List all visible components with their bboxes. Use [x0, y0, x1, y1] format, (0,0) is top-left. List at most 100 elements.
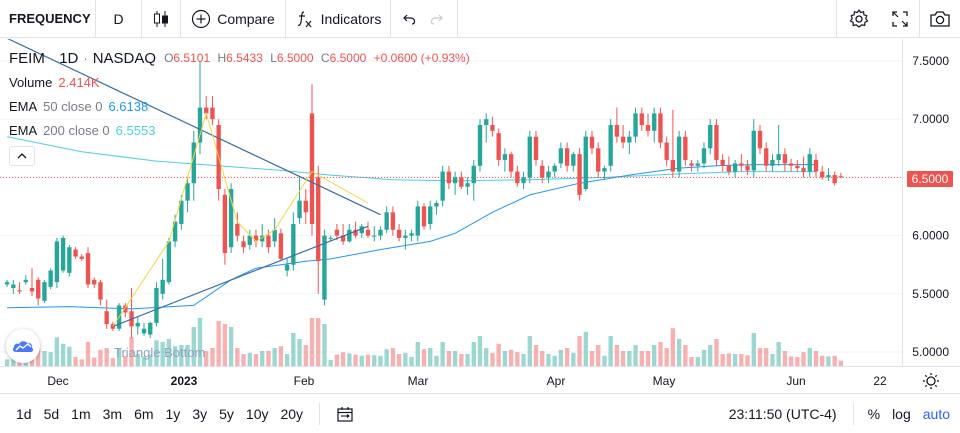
candle-body [359, 226, 364, 234]
volume-bar [440, 342, 445, 366]
ema50-legend-row[interactable]: EMA 50 close 0 6.6138 [9, 94, 474, 118]
tradingview-logo[interactable] [6, 329, 40, 363]
volume-bar [658, 342, 663, 366]
volume-bar [135, 354, 140, 366]
chart-style-button[interactable] [142, 0, 180, 38]
volume-bar [36, 348, 41, 366]
candle-body [378, 229, 383, 236]
candle-body [751, 130, 756, 171]
price-chart[interactable]: 7.5000 7.0000 6.5000 6.0000 5.5000 5.0000 Tria… [0, 39, 960, 366]
volume-bar [776, 342, 781, 366]
range-1d-button[interactable]: 1d [16, 406, 32, 422]
ema50-label: EMA [9, 98, 38, 114]
candle-body [614, 125, 620, 137]
compare-button[interactable]: Compare [181, 0, 285, 38]
candle-body [253, 235, 259, 242]
volume-bar [726, 353, 732, 366]
snapshot-button[interactable] [920, 0, 960, 38]
range-3m-button[interactable]: 3m [102, 406, 123, 422]
volume-bar [757, 348, 763, 366]
candle-body [11, 284, 16, 288]
candle-body [546, 171, 551, 178]
candle-body [720, 159, 725, 166]
volume-bar [247, 352, 252, 366]
settings-button[interactable] [837, 0, 881, 38]
range-6m-button[interactable]: 6m [134, 406, 154, 422]
volume-bar [764, 348, 769, 366]
candle-body [533, 136, 539, 160]
candle-body [204, 107, 209, 114]
candle-body [322, 235, 327, 300]
clock-timezone[interactable]: 23:11:50 (UTC-4) [728, 406, 837, 422]
candle-body [788, 163, 794, 166]
last-price-label: 6.5000 [907, 171, 953, 187]
change-value: +0.0600 (+0.93%) [373, 51, 470, 65]
range-10y-button[interactable]: 10y [245, 406, 269, 422]
candle-body [838, 176, 844, 178]
open-value: 6.5101 [173, 51, 211, 65]
volume-legend-row[interactable]: Volume 2.414K [9, 70, 474, 94]
redo-button[interactable] [423, 0, 451, 38]
volume-bar [191, 327, 196, 366]
volume-bar [340, 352, 346, 366]
range-1y-button[interactable]: 1y [165, 406, 181, 422]
candle-body [135, 322, 140, 327]
undo-button[interactable] [395, 0, 423, 38]
volume-bar [409, 357, 414, 366]
volume-bar [415, 342, 420, 366]
candle-body [826, 175, 831, 178]
candle-body [471, 165, 476, 184]
candle-body [191, 142, 196, 184]
range-5y-button[interactable]: 5y [219, 406, 234, 422]
sun-settings-icon[interactable] [922, 372, 940, 390]
volume-bar [210, 348, 215, 366]
indicators-label: Indicators [320, 10, 382, 27]
range-5d-button[interactable]: 5d [43, 406, 60, 422]
legend-dot: · [83, 50, 88, 66]
interval-button[interactable]: D [96, 0, 141, 38]
volume-bar [235, 348, 240, 366]
legend-collapse-button[interactable] [9, 146, 35, 166]
candle-body [266, 235, 271, 248]
time-axis[interactable]: Dec 2023 Feb Mar Apr May Jun 22 [0, 366, 960, 394]
symbol-search-button[interactable]: FREQUENCY [0, 0, 95, 38]
range-1m-button[interactable]: 1m [71, 406, 91, 422]
range-3y-button[interactable]: 3y [192, 406, 208, 422]
log-scale-toggle[interactable]: log [892, 406, 911, 422]
upper-trendline [7, 39, 381, 216]
price-tick-label: 7.0000 [912, 112, 949, 126]
calendar-range-icon [337, 407, 353, 422]
candle-body [446, 171, 452, 184]
candle-body [104, 311, 109, 325]
candle-body [633, 113, 638, 137]
candle-body [757, 130, 763, 149]
volume-bar [216, 321, 221, 366]
candle-body [260, 235, 265, 242]
indicators-button[interactable]: Indicators [286, 0, 390, 38]
candle-body [291, 223, 296, 265]
candle-body [309, 113, 315, 224]
volume-bar [98, 349, 103, 366]
volume-bar [365, 354, 371, 366]
candle-body [384, 212, 389, 230]
volume-bar [92, 357, 97, 366]
candle-body [415, 206, 420, 236]
candle-body [235, 223, 240, 236]
candle-body [316, 177, 321, 262]
candle-body [602, 168, 607, 172]
volume-bar [222, 324, 228, 366]
volume-label: Volume [9, 74, 53, 90]
volume-bar [645, 351, 651, 366]
pattern-label: Triangle Bottom [114, 345, 205, 360]
auto-scale-toggle[interactable]: auto [922, 406, 950, 422]
top-toolbar: FREQUENCY D Compare Indicators [0, 0, 960, 38]
range-20y-button[interactable]: 20y [280, 406, 304, 422]
candle-body [297, 200, 302, 219]
ema200-legend-row[interactable]: EMA 200 close 0 6.5553 [9, 118, 474, 142]
volume-bar [284, 354, 290, 366]
go-to-date-button[interactable] [330, 400, 360, 428]
fullscreen-button[interactable] [881, 0, 919, 38]
chart-pane[interactable]: 7.5000 7.0000 6.5000 6.0000 5.5000 5.0000 Tria… [0, 39, 960, 366]
percent-scale-toggle[interactable]: % [867, 406, 881, 422]
candle-body [409, 233, 414, 236]
